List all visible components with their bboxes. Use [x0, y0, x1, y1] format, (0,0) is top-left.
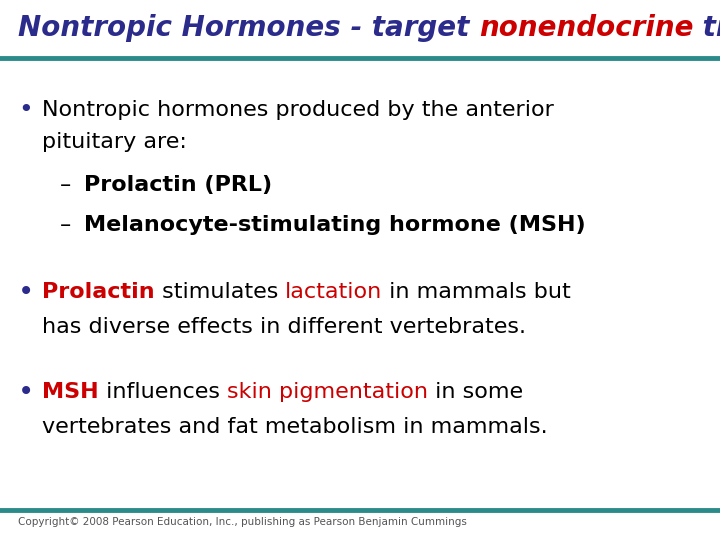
Text: skin pigmentation: skin pigmentation	[227, 382, 428, 402]
Text: tissues.: tissues.	[693, 14, 720, 42]
Text: Nontropic hormones produced by the anterior: Nontropic hormones produced by the anter…	[42, 100, 554, 120]
Text: vertebrates and fat metabolism in mammals.: vertebrates and fat metabolism in mammal…	[42, 417, 548, 437]
Text: pituitary are:: pituitary are:	[42, 132, 187, 152]
Text: Prolactin (PRL): Prolactin (PRL)	[84, 175, 272, 195]
Text: –: –	[60, 175, 71, 195]
Text: nonendocrine: nonendocrine	[479, 14, 693, 42]
Text: in mammals but: in mammals but	[382, 282, 571, 302]
Text: –: –	[60, 215, 71, 235]
Text: Copyright© 2008 Pearson Education, Inc., publishing as Pearson Benjamin Cummings: Copyright© 2008 Pearson Education, Inc.,…	[18, 517, 467, 527]
Text: •: •	[18, 98, 32, 122]
Text: •: •	[18, 378, 35, 406]
Text: Melanocyte-stimulating hormone (MSH): Melanocyte-stimulating hormone (MSH)	[84, 215, 585, 235]
Text: •: •	[18, 278, 35, 306]
Text: Prolactin: Prolactin	[42, 282, 155, 302]
Text: - target: - target	[341, 14, 479, 42]
Text: lactation: lactation	[285, 282, 382, 302]
Text: has diverse effects in different vertebrates.: has diverse effects in different vertebr…	[42, 317, 526, 337]
Text: stimulates: stimulates	[155, 282, 285, 302]
Text: influences: influences	[99, 382, 227, 402]
Text: MSH: MSH	[42, 382, 99, 402]
Text: Nontropic Hormones: Nontropic Hormones	[18, 14, 341, 42]
Text: in some: in some	[428, 382, 523, 402]
